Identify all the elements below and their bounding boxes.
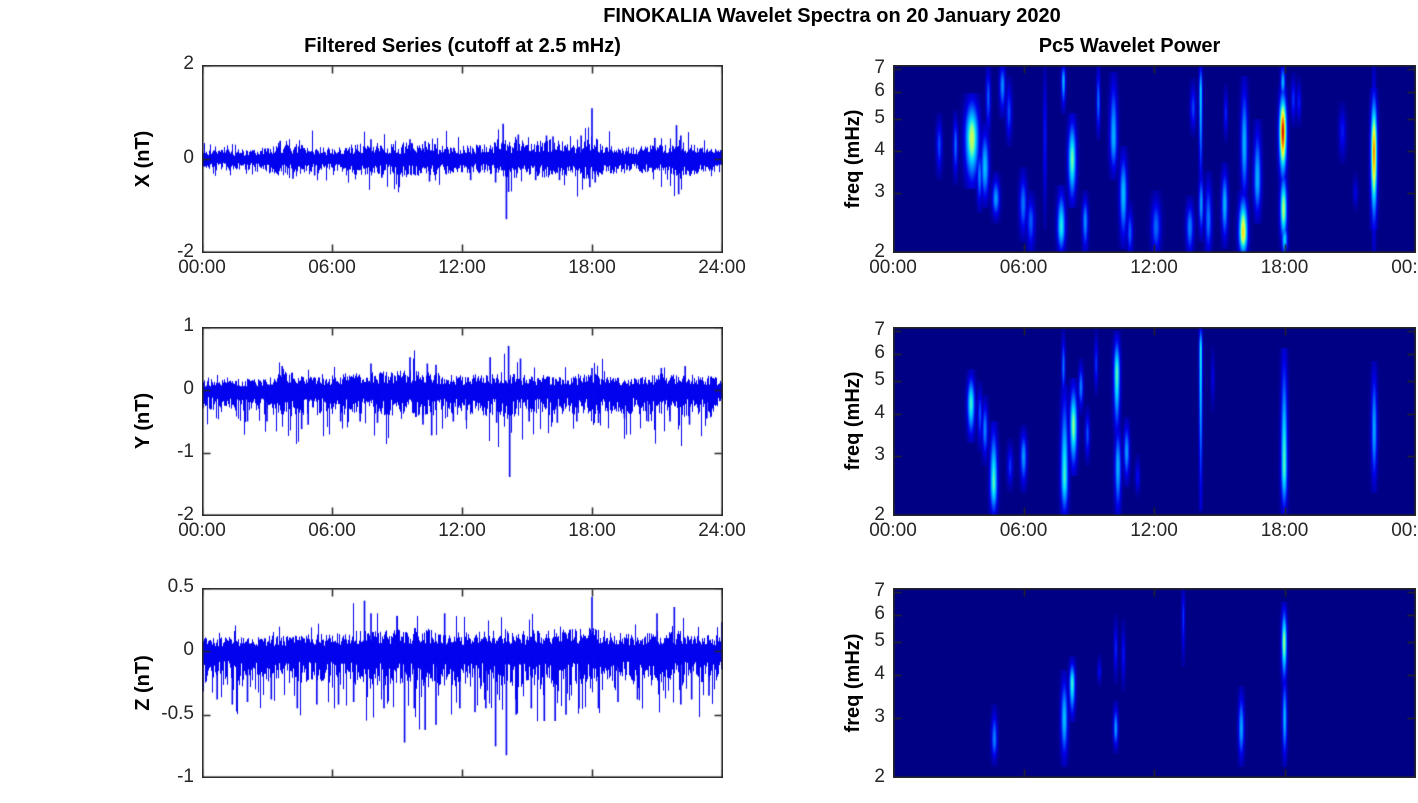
panel-y-wavelet-power: 00:00 06:00 12:00 18:00 00:00 76 5 4 3 2 <box>869 319 1418 541</box>
y-tick-label: 7 <box>874 580 885 602</box>
y-tick-label: -1 <box>177 766 194 787</box>
y-tick-label: 0 <box>183 147 194 168</box>
x-tick-label: 00:00 <box>178 257 226 278</box>
y-tick-label: 3 <box>874 181 885 203</box>
y-tick-label: 2 <box>874 241 885 262</box>
y-tick-label: 2 <box>183 53 194 74</box>
y-tick-label: 7 <box>874 57 885 79</box>
y-wavelet-canvas <box>893 327 1416 516</box>
y-tick-label: 3 <box>874 705 885 727</box>
x-tick-label: 06:00 <box>308 520 356 541</box>
x-tick-label: 06:00 <box>308 257 356 278</box>
x-tick-label: 18:00 <box>1260 257 1309 278</box>
y-tick-label: 3 <box>874 444 885 466</box>
x-tick-label: 06:00 <box>999 520 1048 541</box>
y-tick-label: -2 <box>177 241 194 262</box>
right-column-title: Pc5 Wavelet Power <box>1038 35 1221 57</box>
x-tick-label: 00:00 <box>869 520 917 541</box>
figure-title: FINOKALIA Wavelet Spectra on 20 January … <box>603 5 1061 27</box>
y-tick-label: 1 <box>183 315 194 336</box>
x-tick-label: 24:00 <box>698 520 746 541</box>
y-tick-label: 0.5 <box>167 576 194 597</box>
y-tick-label: 4 <box>874 401 885 423</box>
y-tick-label: 0 <box>183 378 194 399</box>
y-tick-label: 6 <box>874 341 885 363</box>
x-tick-label: 00:00 <box>869 257 917 278</box>
y-tick-label: -2 <box>177 504 194 525</box>
x-tick-label: 24:00 <box>698 257 746 278</box>
y-tick-label: 7 <box>874 319 885 341</box>
left-column-title: Filtered Series (cutoff at 2.5 mHz) <box>304 35 621 57</box>
panel-x-wavelet-power: 00:00 06:00 12:00 18:00 00:00 76 5 4 3 2 <box>869 57 1418 278</box>
y-tick-label: 6 <box>874 79 885 101</box>
y-tick-label: 5 <box>874 106 885 128</box>
x-tick-label: 00:00 <box>1391 257 1418 278</box>
y-tick-label: -0.5 <box>161 702 194 724</box>
y-tick-label: -1 <box>177 441 194 462</box>
panel-x-filtered-series: 00:00 06:00 12:00 18:00 24:00 2 0 -2 <box>177 53 746 278</box>
x-tick-label: 18:00 <box>568 520 616 541</box>
x-tick-label: 00:00 <box>178 520 226 541</box>
y-tick-label: 4 <box>874 139 885 161</box>
x-tick-label: 18:00 <box>568 257 616 278</box>
x-tick-label: 18:00 <box>1260 520 1309 541</box>
y-tick-label: 4 <box>874 663 885 685</box>
panel-z-filtered-series: 0.5 0 -0.5 -1 <box>161 576 723 787</box>
x-tick-label: 12:00 <box>438 520 486 541</box>
z-wavelet-canvas <box>893 588 1416 778</box>
panel-y-filtered-series: 00:00 06:00 12:00 18:00 24:00 1 0 -1 -2 <box>177 315 746 541</box>
z-series-canvas <box>202 588 723 778</box>
y-series-canvas <box>202 327 723 516</box>
y-tick-label: 5 <box>874 368 885 390</box>
x-wavelet-canvas <box>893 65 1416 253</box>
x-tick-label: 00:00 <box>1391 520 1418 541</box>
x-series-canvas <box>202 65 723 253</box>
y-tick-label: 2 <box>874 766 885 787</box>
x-tick-label: 06:00 <box>999 257 1048 278</box>
x-tick-label: 12:00 <box>1130 520 1178 541</box>
y-tick-label: 5 <box>874 630 885 652</box>
x-tick-label: 12:00 <box>1130 257 1178 278</box>
y-tick-label: 0 <box>183 639 194 661</box>
y-tick-label: 6 <box>874 603 885 625</box>
x-tick-label: 12:00 <box>438 257 486 278</box>
y-tick-label: 2 <box>874 504 885 525</box>
